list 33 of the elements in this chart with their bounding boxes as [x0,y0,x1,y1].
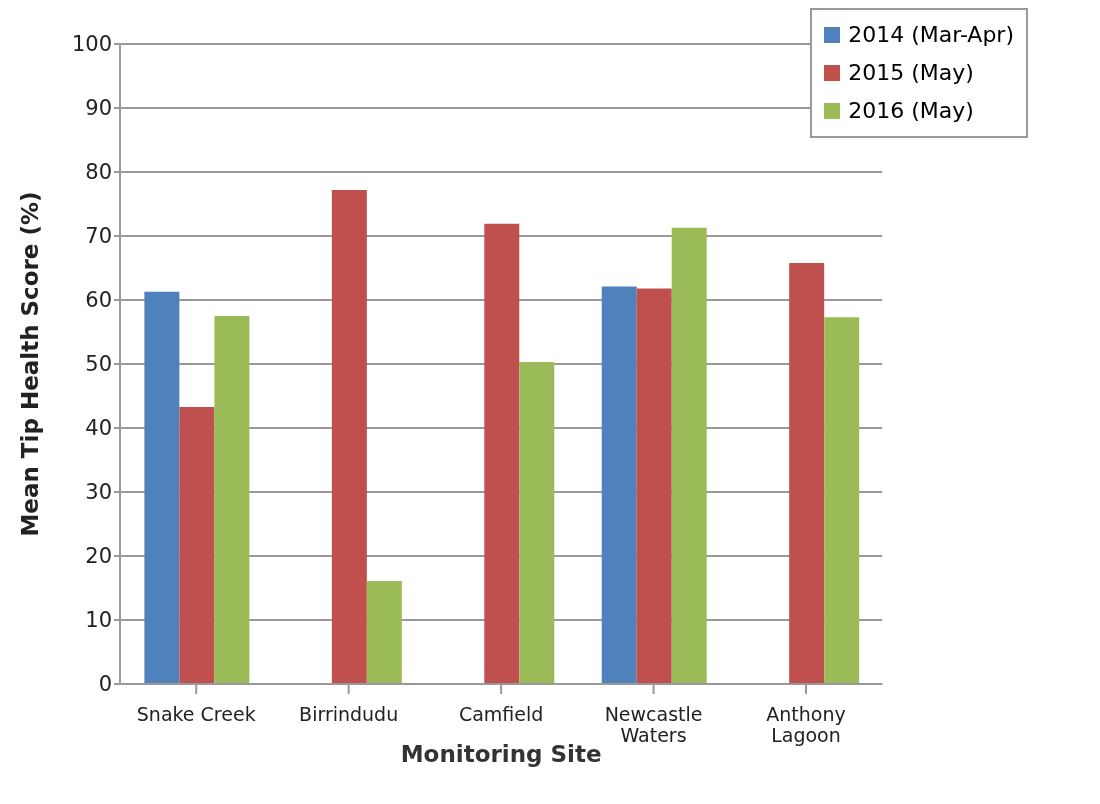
bar [214,316,250,684]
y-tick-label: 90 [85,96,112,121]
y-tick-label: 30 [85,480,112,505]
x-tick-label: Anthony Lagoon [766,703,846,746]
y-tick-label: 40 [85,416,112,441]
y-tick-label: 80 [85,160,112,185]
x-tick-label: Newcastle Waters [604,703,703,746]
y-tick-label: 100 [71,32,112,57]
y-tick-label: 10 [85,608,112,633]
bar [789,262,825,684]
bar [636,288,672,684]
bar [366,580,402,684]
bar [331,189,367,684]
bar [519,362,555,684]
y-axis-title: Mean Tip Health Score (%) [17,191,44,537]
y-tick-label: 20 [85,544,112,569]
y-tick-label: 0 [98,672,112,697]
y-tick-label: 70 [85,224,112,249]
bar [824,317,860,684]
x-tick-label: Camfield [458,703,544,726]
y-tick-label: 60 [85,288,112,313]
x-axis-title: Monitoring Site [400,741,602,767]
bar [601,286,637,684]
legend-label: 2016 (May) [848,97,974,125]
bar [484,223,520,684]
x-tick-label: Snake Creek [136,703,256,726]
y-tick-label: 50 [85,352,112,377]
x-tick-label: Birrindudu [299,703,399,726]
legend-label: 2015 (May) [848,59,974,87]
bar [144,291,180,684]
bar [179,406,215,684]
legend-label: 2014 (Mar-Apr) [848,21,1014,49]
bar [671,227,707,684]
